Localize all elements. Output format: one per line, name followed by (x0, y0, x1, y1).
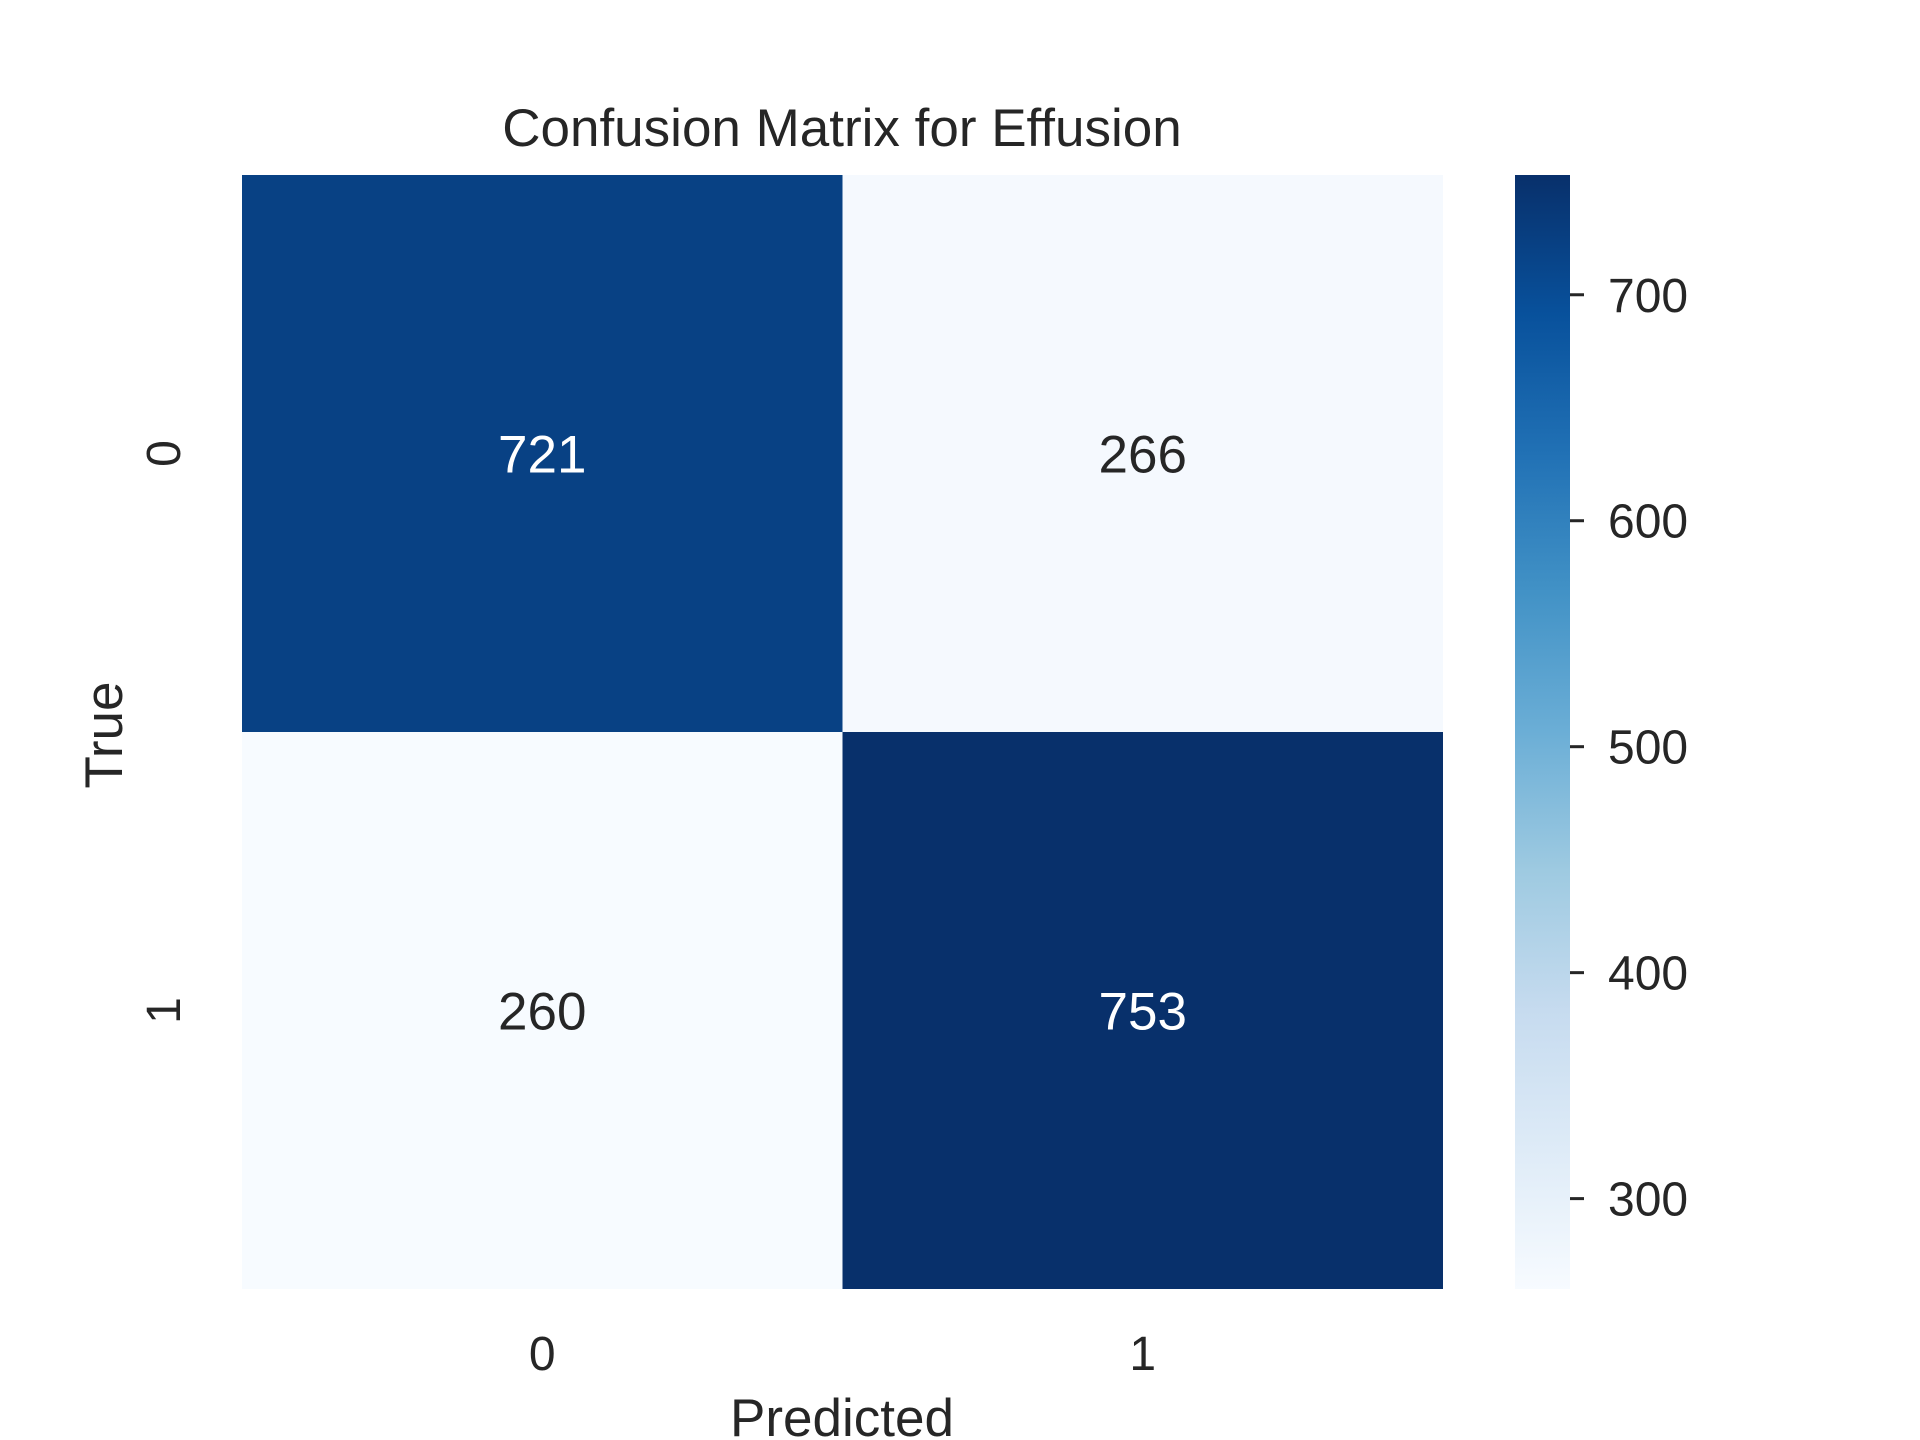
y-tick-label-0: 0 (138, 440, 191, 467)
colorbar-tick-label-1: 400 (1608, 948, 1688, 1001)
x-tick-label-1: 1 (1129, 1328, 1156, 1381)
heatmap-cell-0-0 (242, 175, 843, 732)
colorbar-tick-label-4: 700 (1608, 270, 1688, 323)
chart-title: Confusion Matrix for Effusion (502, 99, 1182, 158)
cell-value-0-0: 721 (498, 426, 586, 485)
heatmap-cell-1-1 (842, 732, 1443, 1289)
heatmap-cell-1-0 (242, 732, 843, 1289)
heatmap-cells (242, 175, 1443, 1289)
cell-value-0-1: 266 (1099, 426, 1187, 485)
y-tick-label-1: 1 (138, 997, 191, 1024)
x-axis-label: Predicted (730, 1389, 954, 1440)
x-tick-label-0: 0 (529, 1328, 556, 1381)
cell-value-1-1: 753 (1099, 983, 1187, 1042)
colorbar-tick-label-2: 500 (1608, 722, 1688, 775)
cell-annotations: 721 266 260 753 (498, 426, 1187, 1042)
y-axis-label: True (75, 681, 134, 788)
colorbar-tick-label-0: 300 (1608, 1174, 1688, 1227)
colorbar (1515, 175, 1570, 1289)
colorbar-ticks: 300 400 500 600 700 (1570, 270, 1688, 1227)
y-tick-labels: 01 (138, 440, 191, 1024)
cell-value-1-0: 260 (498, 983, 586, 1042)
heatmap-cell-0-1 (842, 175, 1443, 732)
colorbar-tick-label-3: 600 (1608, 496, 1688, 549)
